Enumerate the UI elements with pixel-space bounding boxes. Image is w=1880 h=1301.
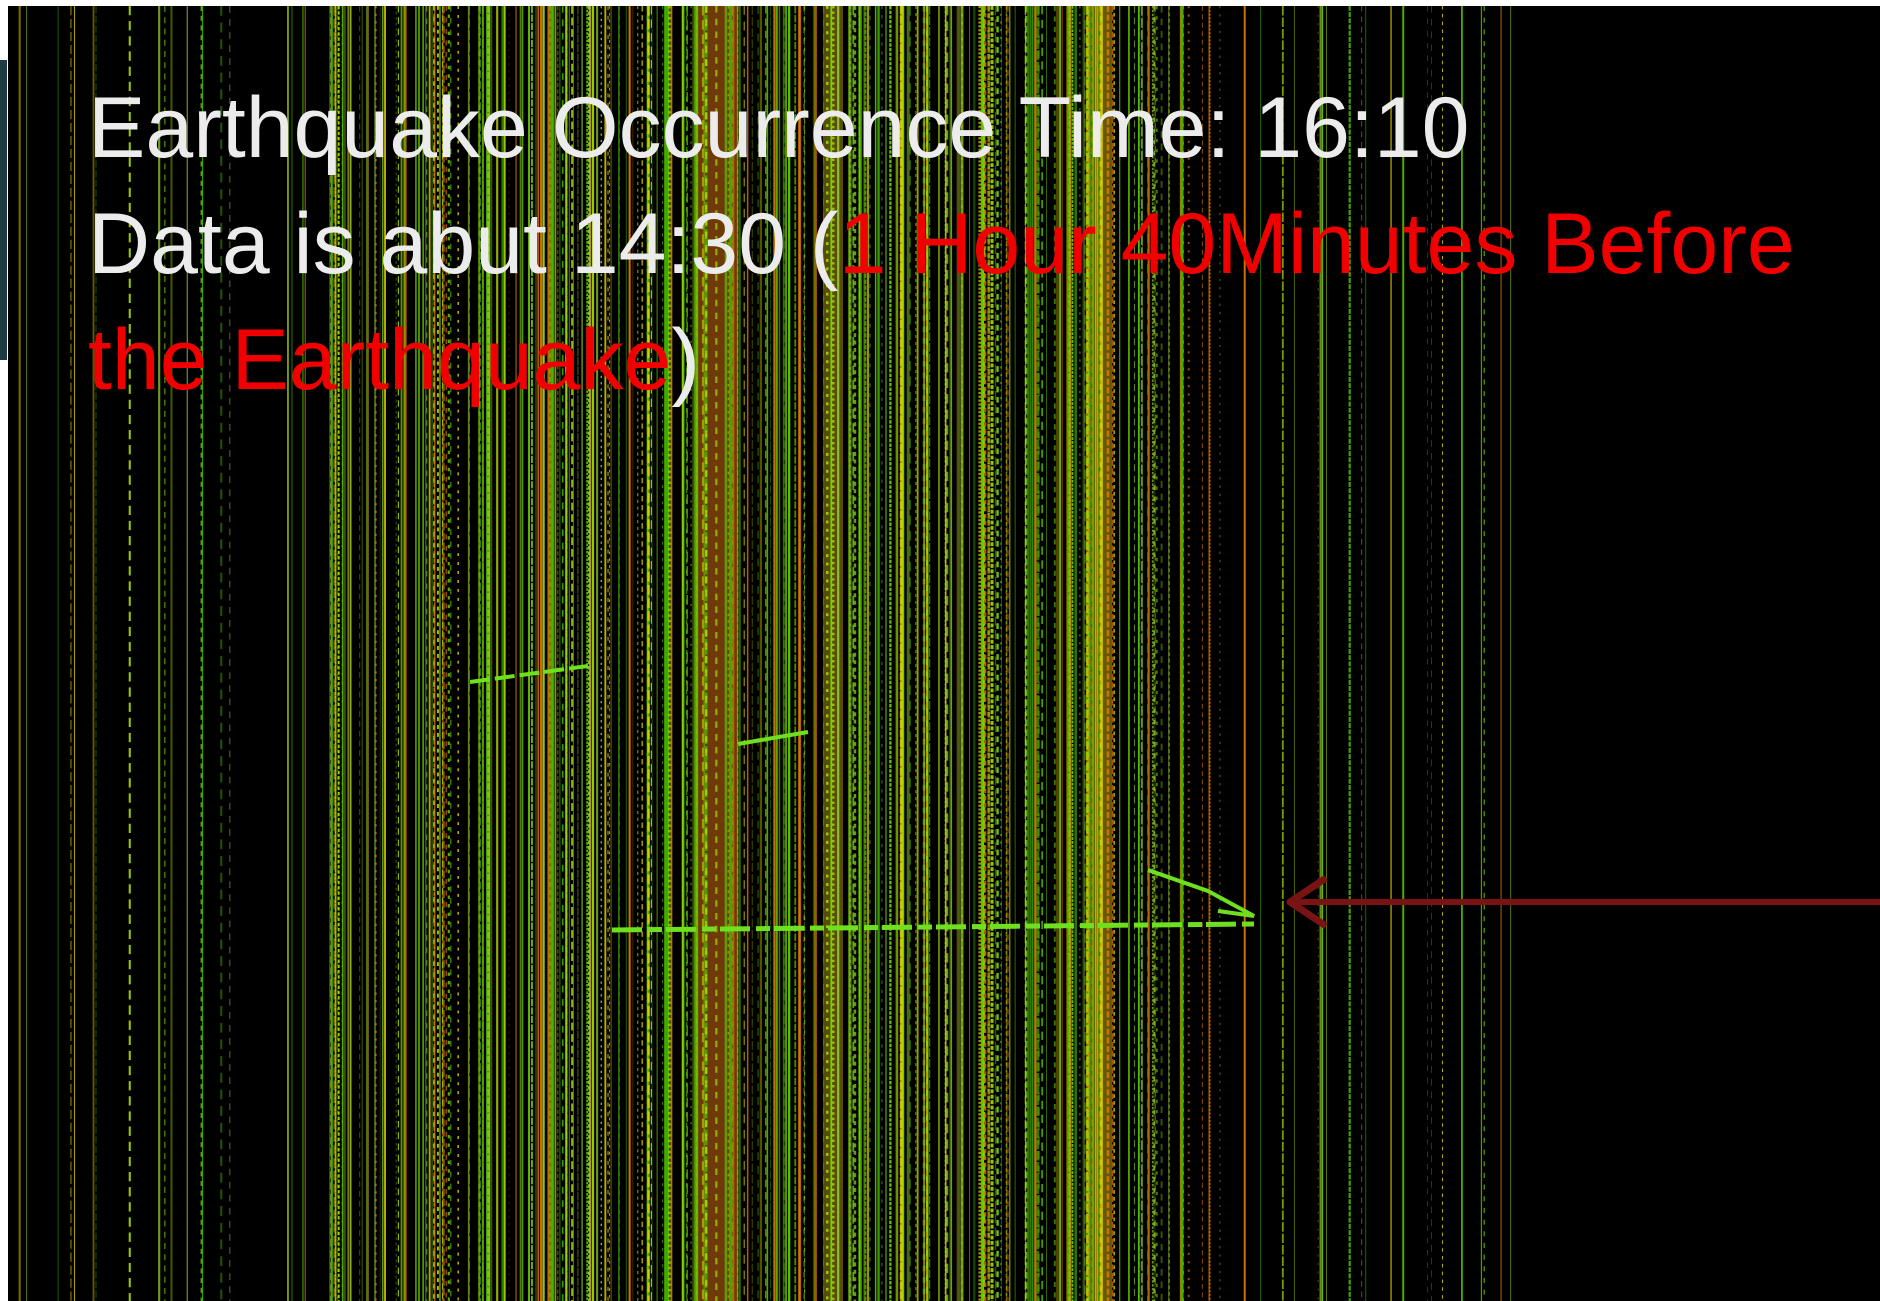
- caption: Earthquake Occurrence Time: 16:10 Data i…: [88, 70, 1868, 418]
- arrow: [1286, 875, 1880, 929]
- subtitle-prefix: Data is abut 14:30 (: [88, 196, 839, 292]
- title: Earthquake Occurrence Time: 16:10: [88, 80, 1470, 176]
- signal-line: [611, 921, 1255, 933]
- signal-lines: [18, 6, 1512, 1301]
- subtitle: Data is abut 14:30 (1 Hour 40Minutes Bef…: [88, 186, 1868, 418]
- subtitle-suffix: ): [671, 312, 700, 408]
- sidebar-accent: [0, 60, 7, 360]
- subtitle-highlight: 1 Hour 40Minutes Before the Earthquake: [88, 196, 1795, 408]
- signal-line: [737, 730, 809, 746]
- signal-line: [1147, 868, 1255, 918]
- signal-line: [469, 664, 589, 684]
- image-background: [8, 6, 1880, 1301]
- spectrogram-image: [8, 6, 1880, 1301]
